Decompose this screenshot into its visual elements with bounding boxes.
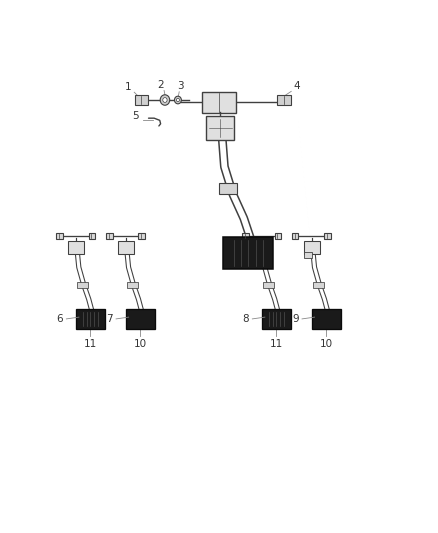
FancyBboxPatch shape — [292, 233, 298, 239]
FancyBboxPatch shape — [76, 309, 105, 329]
FancyBboxPatch shape — [138, 233, 145, 239]
FancyBboxPatch shape — [68, 241, 84, 254]
FancyBboxPatch shape — [126, 309, 155, 329]
Text: 11: 11 — [84, 339, 97, 349]
FancyBboxPatch shape — [242, 233, 249, 239]
FancyBboxPatch shape — [311, 309, 341, 329]
Text: 8: 8 — [243, 314, 249, 324]
FancyBboxPatch shape — [313, 282, 324, 288]
FancyBboxPatch shape — [106, 233, 113, 239]
FancyBboxPatch shape — [88, 233, 95, 239]
FancyBboxPatch shape — [304, 252, 312, 259]
Text: 1: 1 — [125, 83, 131, 93]
FancyBboxPatch shape — [325, 233, 331, 239]
FancyBboxPatch shape — [56, 233, 63, 239]
Ellipse shape — [174, 96, 181, 104]
FancyBboxPatch shape — [118, 241, 134, 254]
FancyBboxPatch shape — [262, 309, 291, 329]
Text: 10: 10 — [134, 339, 147, 349]
FancyBboxPatch shape — [304, 241, 320, 254]
FancyBboxPatch shape — [254, 252, 263, 259]
Text: 4: 4 — [293, 81, 300, 91]
Ellipse shape — [177, 99, 180, 102]
FancyBboxPatch shape — [77, 282, 88, 288]
FancyBboxPatch shape — [277, 95, 291, 105]
FancyBboxPatch shape — [275, 233, 281, 239]
Text: 5: 5 — [132, 111, 139, 122]
Text: 3: 3 — [177, 81, 184, 91]
FancyBboxPatch shape — [223, 237, 273, 269]
FancyBboxPatch shape — [254, 241, 270, 254]
FancyBboxPatch shape — [202, 92, 236, 112]
FancyBboxPatch shape — [219, 183, 237, 195]
FancyBboxPatch shape — [134, 95, 148, 105]
Text: 11: 11 — [270, 339, 283, 349]
Text: 6: 6 — [57, 314, 63, 324]
Text: 7: 7 — [106, 314, 113, 324]
Ellipse shape — [160, 95, 170, 105]
Text: 10: 10 — [320, 339, 333, 349]
FancyBboxPatch shape — [263, 282, 274, 288]
FancyBboxPatch shape — [206, 116, 234, 140]
Text: 9: 9 — [292, 314, 299, 324]
FancyBboxPatch shape — [127, 282, 138, 288]
Text: 2: 2 — [157, 80, 164, 90]
Ellipse shape — [163, 98, 167, 102]
